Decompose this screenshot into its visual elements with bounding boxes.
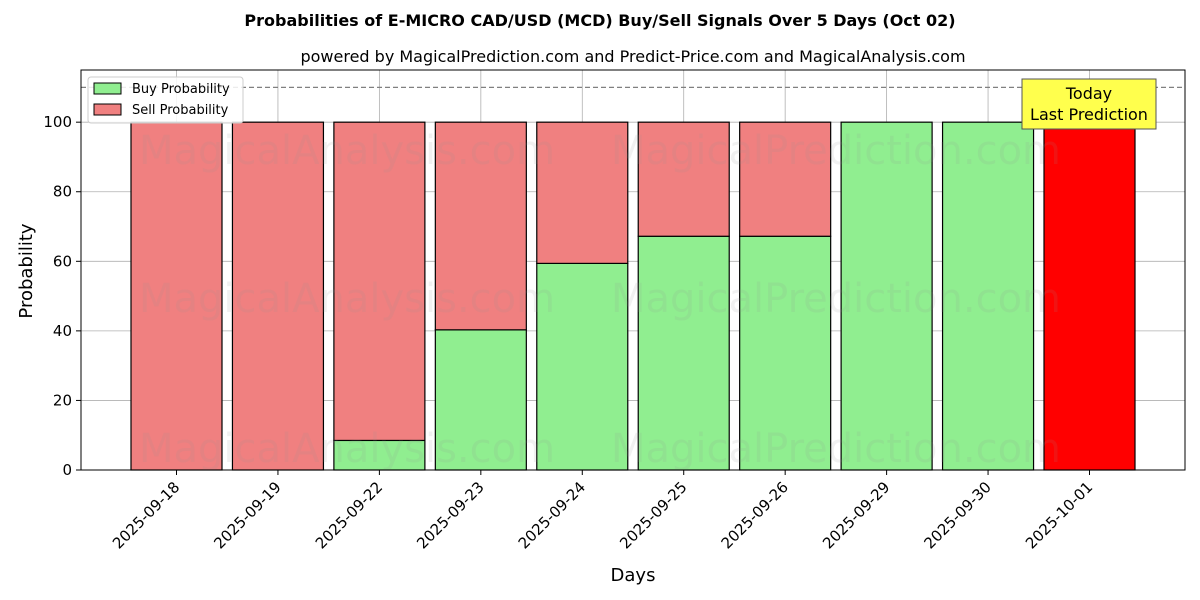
y-tick-label: 0 [62, 461, 72, 479]
watermark-text: MagicalAnalysis.com [139, 426, 555, 472]
y-axis-ticks: 0 20 40 60 80 100 [43, 113, 81, 479]
bar-sell [1043, 121, 1136, 471]
annotation-text: Last Prediction [1030, 105, 1148, 124]
legend-swatch [93, 103, 122, 116]
x-tick-label: 2025-09-26 [718, 478, 792, 552]
x-tick-label: 2025-09-18 [109, 478, 183, 552]
watermark-text: MagicalPrediction.com [611, 426, 1061, 472]
y-tick-label: 100 [43, 113, 72, 131]
watermark-text: MagicalAnalysis.com [139, 276, 555, 322]
y-axis-label: Probability [16, 223, 37, 318]
bar-buy [941, 121, 1035, 471]
bar-sell [536, 121, 629, 264]
bar-sell [739, 121, 832, 237]
y-tick-label: 40 [53, 322, 72, 340]
bar-buy [434, 329, 527, 471]
x-tick-label: 2025-09-22 [312, 478, 386, 552]
bar-buy [739, 235, 832, 471]
bar-buy [637, 235, 730, 471]
chart-title: Probabilities of E-MICRO CAD/USD (MCD) B… [244, 11, 955, 30]
legend: Buy Probability Sell Probability [87, 76, 244, 124]
chart-subtitle: powered by MagicalPrediction.com and Pre… [300, 47, 965, 66]
plot-frame [80, 69, 1186, 471]
x-axis-label: Days [611, 565, 656, 586]
bar-sell [434, 121, 527, 331]
y-tick-label: 20 [53, 391, 72, 409]
x-tick-label: 2025-09-25 [616, 478, 690, 552]
x-tick-label: 2025-09-29 [819, 478, 893, 552]
x-tick-label: 2025-09-30 [921, 478, 995, 552]
watermark-text: MagicalPrediction.com [611, 276, 1061, 322]
bar-sell [130, 121, 223, 471]
bar-sell [637, 121, 730, 237]
y-tick-label: 60 [53, 252, 72, 270]
x-tick-label: 2025-09-23 [413, 478, 487, 552]
watermark-text: MagicalAnalysis.com [139, 128, 555, 174]
x-tick-label: 2025-09-19 [210, 478, 284, 552]
watermark-text: MagicalPrediction.com [611, 128, 1061, 174]
legend-label: Sell Probability [132, 103, 229, 118]
y-tick-label: 80 [53, 183, 72, 201]
annotation-text: Today [1065, 84, 1112, 103]
bar-buy [840, 121, 933, 471]
watermarks: MagicalAnalysis.com MagicalPrediction.com… [139, 128, 1061, 472]
annotation-box [1021, 78, 1157, 130]
bar-buy [536, 262, 629, 471]
x-axis-ticks: 2025-09-18 2025-09-19 2025-09-22 2025-09-23… [109, 470, 1096, 552]
legend-swatch [93, 82, 122, 95]
x-tick-label: 2025-09-24 [515, 478, 589, 552]
bar-sell [333, 121, 426, 442]
legend-label: Buy Probability [132, 82, 230, 97]
today-annotation: Today Last Prediction [1021, 78, 1157, 130]
legend-box [87, 76, 244, 124]
bars [130, 121, 1136, 471]
x-tick-label: 2025-10-01 [1022, 478, 1096, 552]
